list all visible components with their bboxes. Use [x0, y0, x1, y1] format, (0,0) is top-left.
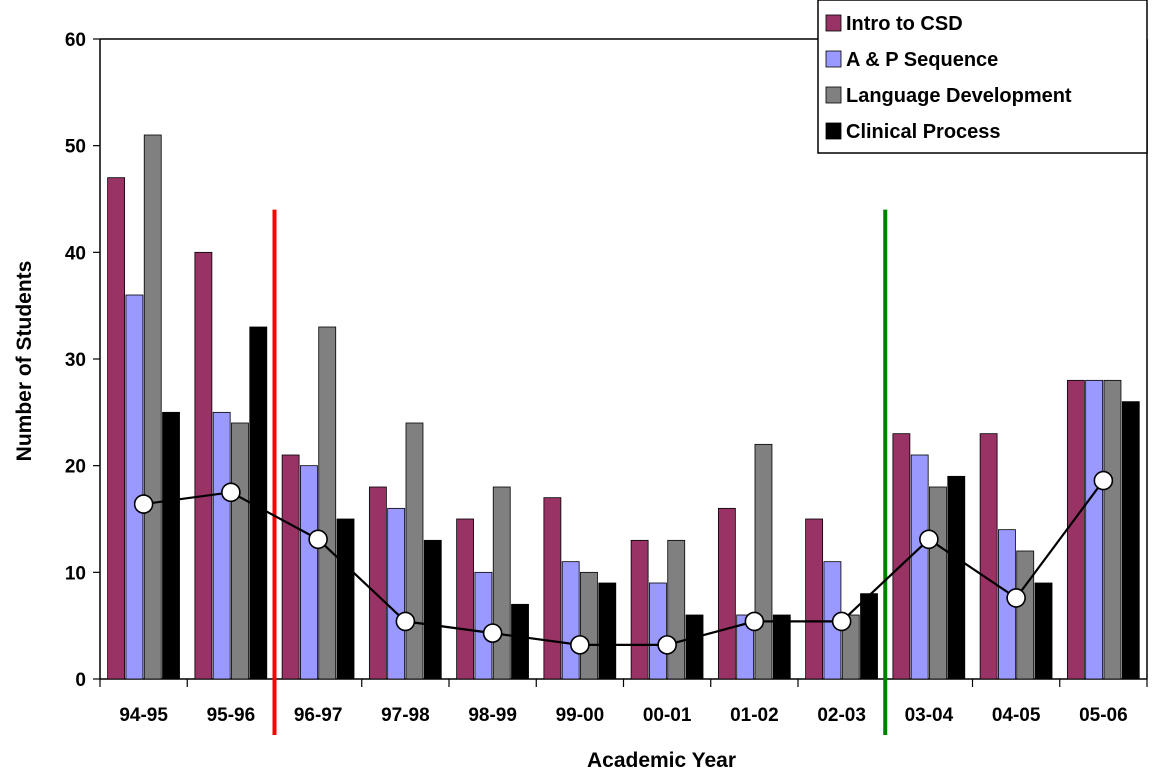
- bar: [387, 507, 406, 680]
- bar: [212, 411, 231, 680]
- bar: [423, 539, 442, 680]
- x-axis-title: Academic Year: [587, 749, 736, 772]
- bar: [736, 614, 755, 680]
- x-axis: 94-95 95-96 96-97 97-98 98-99 99-00 00-01 01-02…: [99, 679, 1148, 726]
- bar: [561, 561, 580, 680]
- bar: [1085, 379, 1104, 680]
- trend-point: [395, 611, 416, 632]
- bar: [667, 539, 686, 680]
- bar: [1103, 379, 1122, 680]
- x-tick-label: 96-97: [294, 705, 343, 726]
- y-tick-label: 30: [65, 350, 86, 371]
- x-tick-label: 98-99: [468, 705, 517, 726]
- bar: [1121, 401, 1140, 680]
- vertical-markers: [272, 209, 888, 735]
- bar: [947, 475, 966, 680]
- bar: [717, 507, 736, 680]
- bar: [1034, 582, 1053, 680]
- y-tick-label: 50: [65, 137, 86, 158]
- bar: [300, 465, 318, 680]
- y-tick-label: 10: [65, 563, 86, 584]
- bar: [580, 571, 598, 680]
- trend-point: [831, 611, 852, 632]
- trend-point: [1093, 470, 1114, 491]
- bar: [754, 443, 773, 680]
- bar: [318, 326, 337, 680]
- bar: [231, 422, 249, 680]
- x-tick-label: 02-03: [817, 705, 866, 726]
- trend-point: [482, 623, 503, 643]
- x-tick-label: 04-05: [992, 705, 1041, 726]
- trend-point: [919, 529, 939, 550]
- bar: [336, 518, 355, 680]
- bar: [979, 433, 998, 680]
- bar: [772, 614, 791, 680]
- legend-swatch: [825, 14, 842, 32]
- bar: [107, 177, 126, 680]
- trend-point: [657, 635, 677, 655]
- bar: [492, 486, 511, 680]
- x-tick-label: 95-96: [207, 705, 256, 726]
- legend-label: Language Development: [846, 85, 1072, 107]
- legend-swatch: [825, 86, 842, 104]
- legend-label: Intro to CSD: [846, 13, 963, 35]
- bar-series: [107, 177, 1085, 680]
- legend: Intro to CSD A & P Sequence Language Devel…: [817, 0, 1148, 154]
- x-tick-label: 05-06: [1079, 705, 1128, 726]
- x-tick-label: 94-95: [119, 705, 168, 726]
- y-tick-label: 60: [65, 30, 86, 51]
- y-tick-label: 40: [65, 243, 86, 264]
- bar: [511, 603, 529, 680]
- bar: [405, 422, 424, 680]
- trend-point: [1006, 588, 1026, 608]
- bar: [456, 518, 475, 680]
- y-axis-title: Number of Students: [13, 261, 36, 462]
- bar-series-group: [107, 134, 1140, 680]
- bar-series: [162, 326, 1140, 680]
- bar: [194, 251, 213, 680]
- trend-point: [221, 482, 241, 503]
- x-tick-label: 97-98: [381, 705, 430, 726]
- bar: [1016, 550, 1035, 680]
- bar: [630, 539, 649, 680]
- y-tick-label: 20: [65, 457, 86, 478]
- bar: [1066, 379, 1085, 680]
- trend-line: [143, 479, 1105, 646]
- bar: [281, 454, 300, 680]
- trend-point: [744, 611, 765, 632]
- bar: [892, 433, 911, 680]
- bar: [805, 518, 824, 680]
- legend-swatch: [825, 50, 842, 68]
- trend-line-group: [133, 470, 1114, 655]
- bar: [860, 593, 878, 680]
- legend-label: A & P Sequence: [846, 49, 998, 71]
- x-tick-label: 03-04: [905, 705, 954, 726]
- legend-box: [817, 0, 1148, 154]
- bar: [910, 454, 929, 680]
- y-tick-label: 0: [75, 670, 86, 691]
- bar: [929, 486, 947, 680]
- trend-point: [133, 494, 154, 514]
- legend-label: Clinical Process: [846, 121, 1001, 143]
- y-axis: 0 10 20 30 40 50 60: [65, 30, 100, 691]
- x-tick-label: 00-01: [643, 705, 692, 726]
- bar: [162, 411, 180, 680]
- bar: [368, 486, 387, 680]
- bar: [125, 294, 144, 680]
- x-tick-label: 99-00: [556, 705, 605, 726]
- trend-point: [308, 529, 328, 550]
- bar: [649, 582, 667, 680]
- bar: [685, 614, 704, 680]
- bar: [598, 582, 617, 680]
- legend-swatch: [825, 122, 842, 140]
- bar: [143, 134, 162, 680]
- bar: [543, 497, 562, 680]
- bar: [841, 614, 860, 680]
- x-tick-label: 01-02: [730, 705, 779, 726]
- trend-point: [570, 635, 590, 655]
